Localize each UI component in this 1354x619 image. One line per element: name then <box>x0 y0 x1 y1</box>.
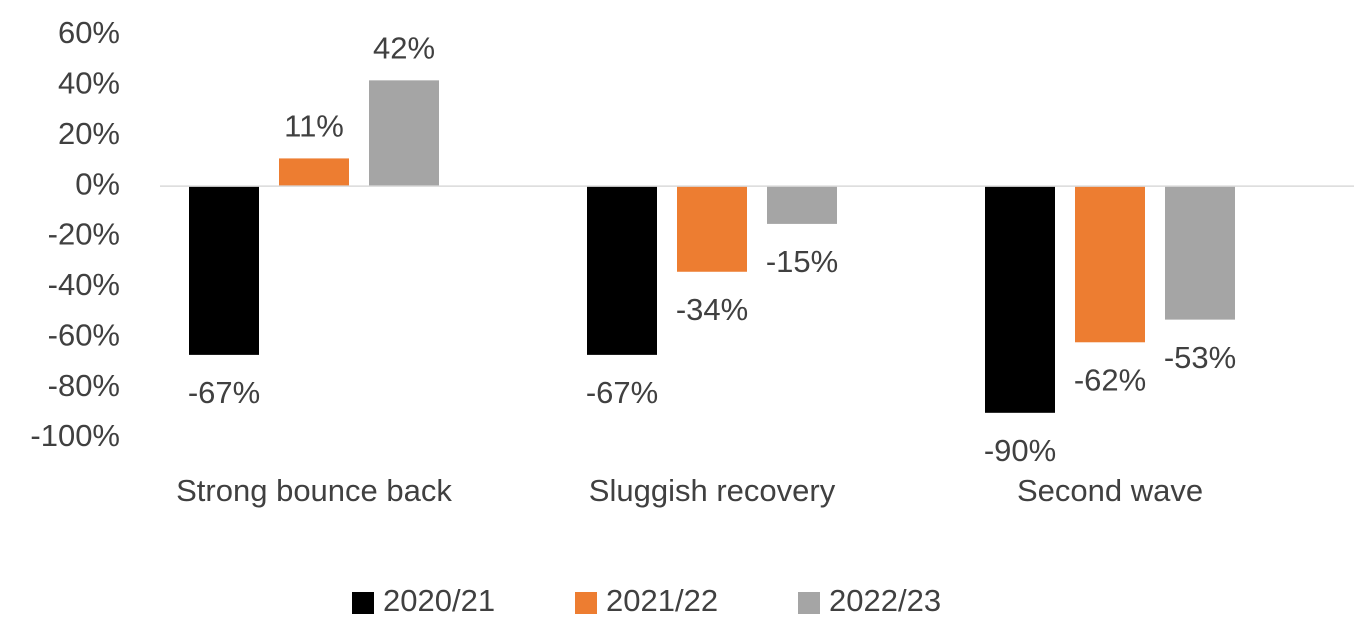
y-tick-label: 60% <box>58 15 120 50</box>
y-tick-label: 20% <box>58 116 120 151</box>
x-tick-label: Second wave <box>1017 473 1203 508</box>
data-label: -90% <box>984 433 1056 468</box>
legend-swatch <box>575 592 597 614</box>
legend-label: 2021/22 <box>606 583 718 618</box>
data-label: -53% <box>1164 340 1236 375</box>
data-label: 42% <box>373 31 435 66</box>
legend-swatch <box>352 592 374 614</box>
bar <box>587 186 657 355</box>
data-label: -67% <box>586 375 658 410</box>
bar <box>189 186 259 355</box>
y-tick-label: -80% <box>48 368 120 403</box>
bar <box>279 158 349 187</box>
x-tick-label: Strong bounce back <box>176 473 452 508</box>
bar <box>677 186 747 272</box>
legend-label: 2020/21 <box>383 583 495 618</box>
data-label: -15% <box>766 244 838 279</box>
y-tick-label: 0% <box>75 166 120 201</box>
y-tick-label: -60% <box>48 317 120 352</box>
bar <box>985 186 1055 413</box>
data-label: -67% <box>188 375 260 410</box>
y-tick-label: -100% <box>30 418 120 453</box>
y-tick-label: -20% <box>48 217 120 252</box>
legend-swatch <box>798 592 820 614</box>
legend-label: 2022/23 <box>829 583 941 618</box>
x-tick-label: Sluggish recovery <box>589 473 836 508</box>
data-label: -34% <box>676 292 748 327</box>
y-tick-label: -40% <box>48 267 120 302</box>
y-tick-label: 40% <box>58 66 120 101</box>
bar <box>767 186 837 224</box>
data-label: -62% <box>1074 362 1146 397</box>
data-label: 11% <box>284 109 344 144</box>
bar <box>1075 186 1145 343</box>
bar <box>369 80 439 187</box>
bar <box>1165 186 1235 320</box>
